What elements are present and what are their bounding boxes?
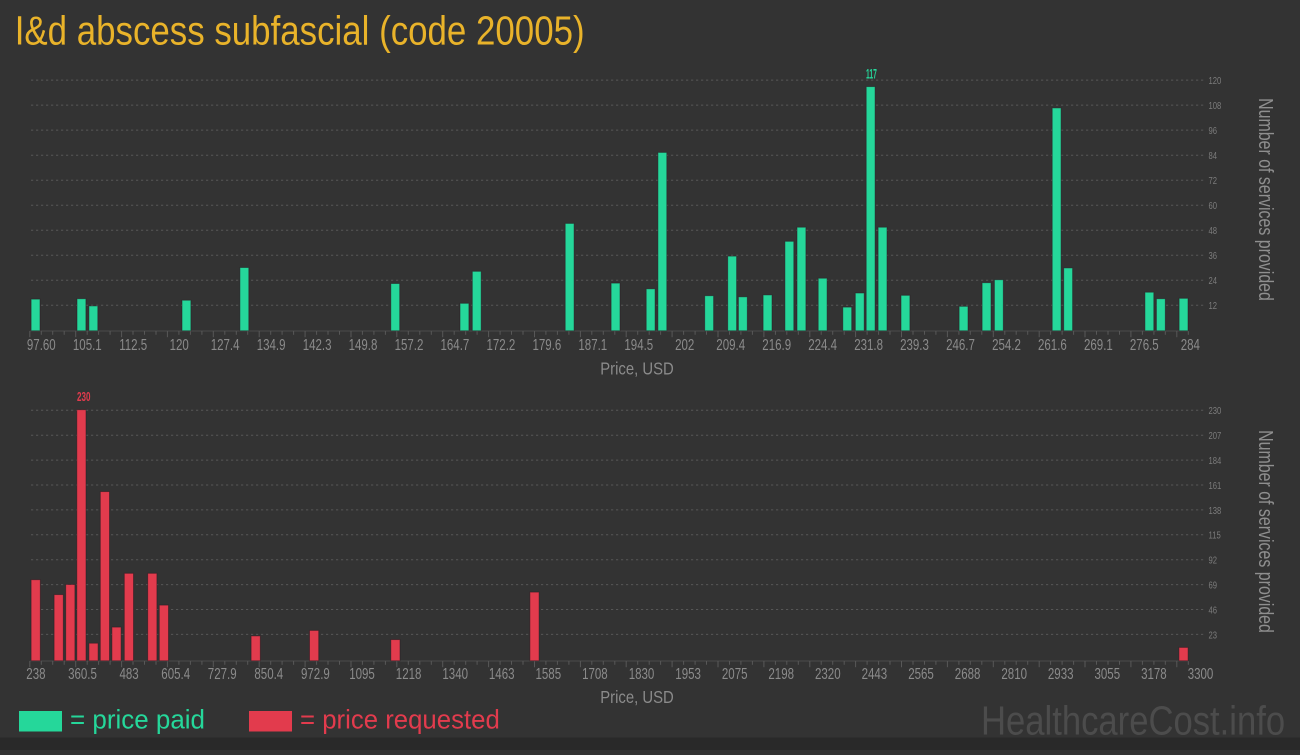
svg-text:1953: 1953 — [675, 664, 701, 682]
svg-text:238: 238 — [26, 664, 45, 682]
svg-text:254.2: 254.2 — [992, 335, 1021, 353]
svg-text:48: 48 — [1209, 225, 1218, 236]
svg-text:149.8: 149.8 — [349, 335, 378, 353]
svg-text:230: 230 — [1209, 405, 1222, 416]
svg-text:246.7: 246.7 — [946, 335, 975, 353]
svg-text:209.4: 209.4 — [716, 335, 745, 353]
svg-text:179.6: 179.6 — [532, 335, 561, 353]
svg-text:207: 207 — [1209, 430, 1222, 441]
svg-text:284: 284 — [1181, 335, 1200, 353]
svg-text:202: 202 — [675, 335, 694, 353]
svg-text:117: 117 — [866, 67, 877, 82]
svg-text:92: 92 — [1209, 554, 1218, 565]
svg-text:164.7: 164.7 — [440, 335, 469, 353]
svg-text:231.8: 231.8 — [854, 335, 883, 353]
svg-text:2688: 2688 — [955, 664, 981, 682]
svg-text:1463: 1463 — [489, 664, 515, 682]
svg-text:2443: 2443 — [862, 664, 888, 682]
svg-text:194.5: 194.5 — [624, 335, 653, 353]
svg-text:239.3: 239.3 — [900, 335, 929, 353]
svg-text:1340: 1340 — [442, 664, 468, 682]
svg-text:276.5: 276.5 — [1130, 335, 1159, 353]
svg-text:230: 230 — [77, 390, 90, 404]
svg-text:184: 184 — [1209, 455, 1222, 466]
svg-text:224.4: 224.4 — [808, 335, 837, 353]
svg-text:134.9: 134.9 — [257, 335, 286, 353]
svg-text:84: 84 — [1209, 150, 1218, 161]
svg-text:3178: 3178 — [1141, 664, 1167, 682]
svg-text:727.9: 727.9 — [208, 664, 237, 682]
svg-text:261.6: 261.6 — [1038, 335, 1067, 353]
svg-text:Number of services provided: Number of services provided — [1255, 98, 1277, 301]
svg-text:3300: 3300 — [1188, 664, 1214, 682]
svg-text:72: 72 — [1209, 175, 1218, 186]
svg-text:269.1: 269.1 — [1084, 335, 1113, 353]
svg-text:Price, USD: Price, USD — [600, 359, 674, 379]
svg-text:105.1: 105.1 — [73, 335, 102, 353]
svg-text:360.5: 360.5 — [68, 664, 97, 682]
svg-text:2075: 2075 — [722, 664, 748, 682]
svg-text:483: 483 — [119, 664, 138, 682]
svg-text:172.2: 172.2 — [486, 335, 515, 353]
svg-text:2565: 2565 — [908, 664, 934, 682]
svg-text:142.3: 142.3 — [303, 335, 332, 353]
svg-text:120: 120 — [1209, 75, 1222, 86]
svg-text:1708: 1708 — [582, 664, 608, 682]
svg-text:120: 120 — [170, 335, 189, 353]
svg-text:216.9: 216.9 — [762, 335, 791, 353]
svg-text:12: 12 — [1209, 300, 1218, 311]
svg-text:2198: 2198 — [768, 664, 794, 682]
svg-text:108: 108 — [1209, 100, 1222, 111]
svg-text:97.60: 97.60 — [27, 335, 56, 353]
svg-text:972.9: 972.9 — [301, 664, 330, 682]
svg-text:36: 36 — [1209, 250, 1218, 261]
svg-text:I&d abscess subfascial (code 2: I&d abscess subfascial (code 20005) — [15, 9, 585, 54]
svg-text:Number of services provided: Number of services provided — [1255, 430, 1277, 633]
svg-text:23: 23 — [1209, 629, 1218, 640]
svg-text:= price paid: = price paid — [70, 704, 205, 735]
svg-text:1095: 1095 — [349, 664, 375, 682]
svg-text:60: 60 — [1209, 200, 1218, 211]
svg-text:69: 69 — [1209, 579, 1218, 590]
svg-text:161: 161 — [1209, 480, 1222, 491]
svg-text:115: 115 — [1209, 530, 1221, 541]
svg-text:138: 138 — [1209, 505, 1222, 516]
svg-text:Price, USD: Price, USD — [600, 688, 674, 708]
svg-text:850.4: 850.4 — [254, 664, 283, 682]
svg-text:187.1: 187.1 — [578, 335, 607, 353]
svg-text:605.4: 605.4 — [161, 664, 190, 682]
svg-text:1830: 1830 — [629, 664, 655, 682]
svg-text:157.2: 157.2 — [395, 335, 424, 353]
svg-text:= price requested: = price requested — [300, 704, 500, 735]
svg-text:3055: 3055 — [1094, 664, 1120, 682]
svg-text:2320: 2320 — [815, 664, 841, 682]
svg-text:HealthcareCost.info: HealthcareCost.info — [981, 699, 1285, 744]
svg-text:96: 96 — [1209, 125, 1218, 136]
svg-text:1585: 1585 — [535, 664, 561, 682]
svg-text:46: 46 — [1209, 604, 1218, 615]
svg-text:2810: 2810 — [1001, 664, 1027, 682]
svg-text:1218: 1218 — [396, 664, 422, 682]
svg-text:127.4: 127.4 — [211, 335, 240, 353]
svg-text:112.5: 112.5 — [119, 335, 147, 353]
svg-text:24: 24 — [1209, 275, 1218, 286]
svg-text:2933: 2933 — [1048, 664, 1074, 682]
